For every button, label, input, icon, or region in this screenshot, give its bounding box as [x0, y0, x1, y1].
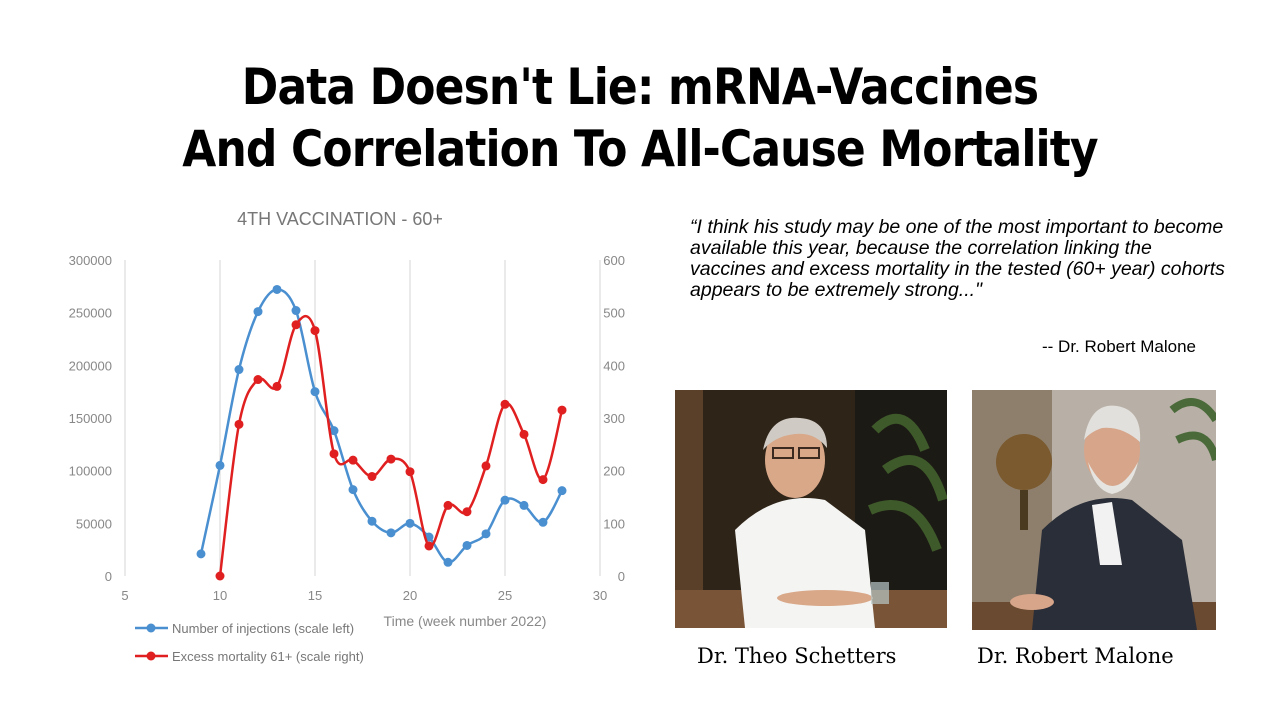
- y-right-tick-label: 500: [603, 306, 625, 321]
- y-right-tick-label: 200: [603, 464, 625, 479]
- data-point-mortality: [500, 399, 510, 409]
- y-right-tick-label: 600: [603, 253, 625, 268]
- data-point-injections: [196, 549, 206, 559]
- chart-title: 4TH VACCINATION - 60+: [237, 209, 443, 229]
- y-left-tick-label: 200000: [69, 358, 112, 373]
- data-point-mortality: [329, 449, 339, 459]
- data-point-injections: [538, 517, 548, 527]
- data-point-injections: [481, 529, 491, 539]
- data-point-mortality: [424, 541, 434, 551]
- photo-robert-malone: [972, 390, 1216, 630]
- data-point-injections: [291, 306, 301, 316]
- series-line-injections: [199, 288, 564, 564]
- y-left-tick-label: 0: [105, 569, 112, 584]
- data-point-mortality: [272, 381, 282, 391]
- data-point-injections: [500, 495, 510, 505]
- data-point-injections: [386, 528, 396, 538]
- data-point-mortality: [234, 419, 244, 429]
- headline: Data Doesn't Lie: mRNA-Vaccines And Corr…: [77, 56, 1203, 180]
- y-right-tick-label: 100: [603, 516, 625, 531]
- data-point-mortality: [538, 475, 548, 485]
- x-tick-label: 10: [213, 588, 227, 603]
- data-point-mortality: [386, 454, 396, 464]
- headline-line-1: Data Doesn't Lie: mRNA-Vaccines: [241, 58, 1039, 116]
- legend-marker-injections: [146, 623, 156, 633]
- data-point-mortality: [481, 461, 491, 471]
- photo-theo-schetters: [675, 390, 947, 628]
- data-point-injections: [443, 557, 453, 567]
- data-point-mortality: [291, 320, 301, 330]
- data-point-injections: [310, 387, 320, 397]
- y-left-tick-label: 250000: [69, 306, 112, 321]
- x-axis-label: Time (week number 2022): [384, 613, 547, 629]
- y-left-tick-label: 100000: [69, 464, 112, 479]
- caption-theo-schetters: Dr. Theo Schetters: [697, 644, 897, 668]
- quote-attribution: -- Dr. Robert Malone: [1042, 337, 1196, 356]
- data-point-injections: [272, 284, 282, 294]
- x-tick-label: 20: [403, 588, 417, 603]
- data-point-mortality: [310, 326, 320, 336]
- data-point-mortality: [443, 500, 453, 510]
- legend-label-injections: Number of injections (scale left): [172, 621, 354, 636]
- x-tick-label: 25: [498, 588, 512, 603]
- data-point-injections: [234, 365, 244, 375]
- data-point-mortality: [557, 405, 567, 415]
- data-point-injections: [462, 540, 472, 550]
- data-point-injections: [348, 485, 358, 495]
- y-left-tick-label: 50000: [76, 516, 112, 531]
- data-point-mortality: [405, 467, 415, 477]
- x-tick-label: 5: [121, 588, 128, 603]
- y-right-tick-label: 0: [618, 569, 625, 584]
- data-point-mortality: [519, 429, 529, 439]
- quote-text: “I think his study may be one of the mos…: [690, 216, 1225, 301]
- x-tick-label: 15: [308, 588, 322, 603]
- y-left-tick-label: 300000: [69, 253, 112, 268]
- data-point-injections: [519, 500, 529, 510]
- data-point-mortality: [253, 375, 263, 385]
- legend-marker-mortality: [146, 651, 156, 661]
- data-point-mortality: [215, 571, 225, 581]
- x-tick-label: 30: [593, 588, 607, 603]
- line-chart: 4TH VACCINATION - 60+5 10 15 20 25 3005000010…: [69, 209, 625, 664]
- data-point-mortality: [462, 507, 472, 517]
- data-point-injections: [367, 516, 377, 526]
- caption-robert-malone: Dr. Robert Malone: [977, 644, 1174, 668]
- y-left-tick-label: 150000: [69, 411, 112, 426]
- y-right-tick-label: 400: [603, 358, 625, 373]
- y-right-tick-label: 300: [603, 411, 625, 426]
- data-point-injections: [215, 460, 225, 470]
- data-point-injections: [557, 486, 567, 496]
- data-point-injections: [405, 518, 415, 528]
- legend-label-mortality: Excess mortality 61+ (scale right): [172, 649, 364, 664]
- data-point-injections: [253, 307, 263, 317]
- data-point-injections: [329, 426, 339, 436]
- data-point-mortality: [348, 455, 358, 465]
- data-point-mortality: [367, 471, 377, 481]
- headline-line-2: And Correlation To All-Cause Mortality: [182, 120, 1098, 178]
